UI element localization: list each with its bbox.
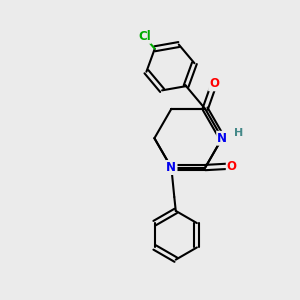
Text: Cl: Cl [138, 30, 151, 43]
Text: N: N [217, 132, 227, 145]
Text: H: H [234, 128, 243, 138]
Text: O: O [227, 160, 237, 172]
Text: N: N [166, 161, 176, 174]
Text: O: O [209, 77, 219, 90]
Text: N: N [166, 161, 176, 174]
